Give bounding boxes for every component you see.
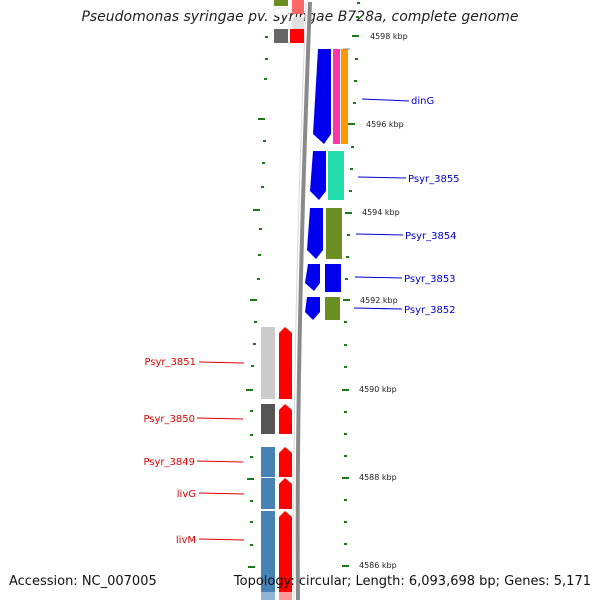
backbone-highlight <box>293 1 307 600</box>
gene-psyr-3853[interactable] <box>305 264 341 292</box>
label-psyr-3849[interactable]: Psyr_3849 <box>143 457 195 468</box>
label-psyr-3853[interactable]: Psyr_3853 <box>404 274 456 285</box>
kbp-label-4594: 4594 kbp <box>362 208 400 217</box>
label-dinG[interactable]: dinG <box>411 96 434 107</box>
label-psyr-3850[interactable]: Psyr_3850 <box>143 414 195 425</box>
kbp-label-4596: 4596 kbp <box>366 120 404 129</box>
forward-label-leaders <box>353 98 410 310</box>
kbp-label-4592: 4592 kbp <box>360 296 398 305</box>
label-psyr-3854[interactable]: Psyr_3854 <box>405 231 457 242</box>
gene-psyr-3855[interactable] <box>310 151 344 200</box>
gene-psyr-3852[interactable] <box>305 297 340 320</box>
gene-livG[interactable] <box>261 478 292 509</box>
top-partial-genes <box>273 0 304 43</box>
label-livG[interactable]: livG <box>177 489 196 500</box>
kbp-label-4590: 4590 kbp <box>359 385 397 394</box>
gene-dinG[interactable] <box>313 48 350 144</box>
gene-psyr-3851[interactable] <box>261 327 292 399</box>
tick-marks-left <box>246 36 268 568</box>
kbp-label-4586: 4586 kbp <box>359 561 397 570</box>
accession-text: Accession: NC_007005 <box>9 574 157 589</box>
gene-psyr-3850[interactable] <box>261 404 292 434</box>
kbp-label-4588: 4588 kbp <box>359 473 397 482</box>
gene-psyr-3849[interactable] <box>261 447 292 477</box>
topology-text: Topology: circular; Length: 6,093,698 bp… <box>233 574 591 589</box>
reverse-label-leaders <box>196 361 245 541</box>
label-psyr-3851[interactable]: Psyr_3851 <box>144 357 196 368</box>
gene-psyr-3854[interactable] <box>307 208 342 259</box>
label-livM[interactable]: livM <box>176 535 196 546</box>
kbp-label-4598: 4598 kbp <box>370 32 408 41</box>
label-psyr-3855[interactable]: Psyr_3855 <box>408 174 460 185</box>
gene-livM[interactable] <box>261 511 292 600</box>
genome-backbone <box>295 1 312 600</box>
tick-marks-right <box>342 2 360 567</box>
label-psyr-3852[interactable]: Psyr_3852 <box>404 305 456 316</box>
